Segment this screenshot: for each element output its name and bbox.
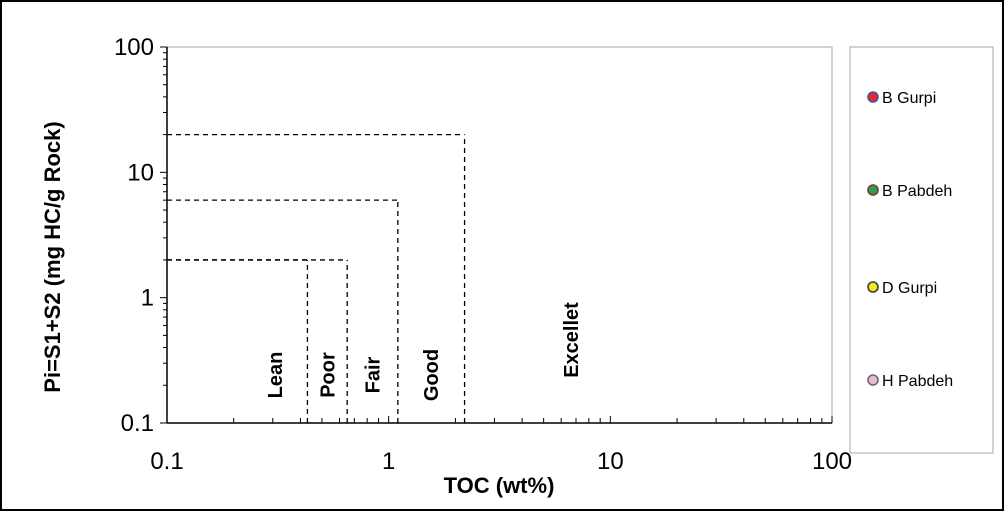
legend-label: B Pabdeh [882, 183, 952, 200]
x-tick-label: 10 [597, 448, 624, 475]
legend-label: B Gurpi [882, 90, 936, 107]
x-tick-label: 0.1 [150, 448, 183, 475]
y-tick-label: 0.1 [121, 410, 154, 437]
y-axis-title: Pi=S1+S2 (mg HC/g Rock) [40, 121, 65, 392]
legend-label: D Gurpi [882, 280, 937, 297]
x-tick-label: 100 [812, 448, 852, 475]
legend-marker [867, 374, 879, 386]
legend-marker [867, 184, 879, 196]
zone-label-fair: Fair [363, 356, 385, 393]
boundary-lines [167, 133, 466, 423]
legend: B Gurpi B Pabdeh D Gurpi H Pabdeh [867, 90, 953, 390]
zone-label-excellet: Excellet [561, 302, 583, 378]
y-tick-label: 10 [127, 159, 154, 186]
zone-labels: Lean Poor Fair Good Excellet [265, 302, 583, 401]
legend-marker [867, 91, 879, 103]
y-tick-label: 1 [141, 285, 154, 312]
axes: 0.1 1 10 100 0.1 1 10 100 [114, 34, 852, 475]
zone-label-lean: Lean [265, 352, 287, 399]
legend-label: H Pabdeh [882, 373, 953, 390]
y-tick-label: 100 [114, 34, 154, 61]
x-tick-label: 1 [382, 448, 395, 475]
legend-marker [867, 281, 879, 293]
zone-label-good: Good [421, 349, 443, 401]
x-axis-title: TOC (wt%) [444, 473, 555, 498]
zone-label-poor: Poor [317, 352, 339, 398]
legend-box [849, 46, 994, 454]
